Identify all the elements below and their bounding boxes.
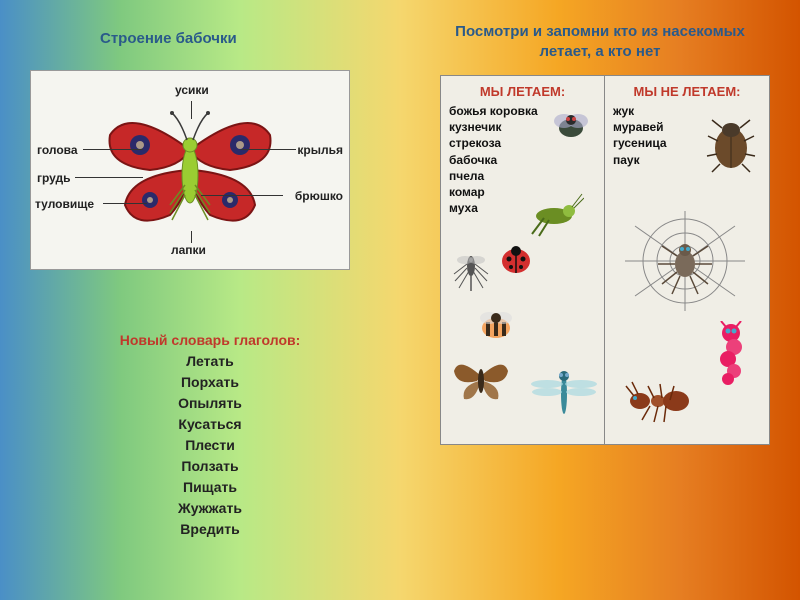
insects-panel: МЫ ЛЕТАЕМ: божья коровкакузнечикстрекоза… [440,75,770,445]
insects-flying-col: МЫ ЛЕТАЕМ: божья коровкакузнечикстрекоза… [441,76,605,444]
flying-title: МЫ ЛЕТАЕМ: [449,84,596,99]
verbs-list: ЛетатьПорхатьОпылятьКусатьсяПлестиПолзат… [110,351,310,540]
ladybug-icon [496,241,536,276]
ant-icon [620,376,700,426]
label-grud: грудь [37,171,71,185]
butterfly-icon [449,351,514,406]
fly-icon [546,106,596,146]
butterfly-diagram: голова грудь туловище усики крылья брюшк… [30,70,350,270]
grasshopper-icon [524,186,584,241]
caterpillar-icon [704,321,759,386]
label-tulovishche: туловище [35,197,94,211]
label-krylya: крылья [297,143,343,157]
notflying-title: МЫ НЕ ЛЕТАЕМ: [613,84,761,99]
bee-icon [471,306,521,346]
label-bryushko: брюшко [295,189,343,203]
title-butterfly-structure: Строение бабочки [100,30,237,47]
label-golova: голова [37,143,78,157]
butterfly-svg [100,95,280,245]
verbs-section: Новый словарь глаголов: ЛетатьПорхатьОпы… [110,330,310,540]
dragonfly-icon [529,366,599,421]
label-lapki: лапки [171,243,206,257]
mosquito-icon [449,246,494,296]
insects-notflying-col: МЫ НЕ ЛЕТАЕМ: жукмуравейгусеницапаук [605,76,769,444]
beetle-icon [704,116,759,176]
label-usiki: усики [175,83,209,97]
spiderweb-icon [620,206,750,316]
title-insects-flying: Посмотри и запомни кто из насекомых лета… [450,22,750,61]
verbs-title: Новый словарь глаголов: [110,330,310,351]
